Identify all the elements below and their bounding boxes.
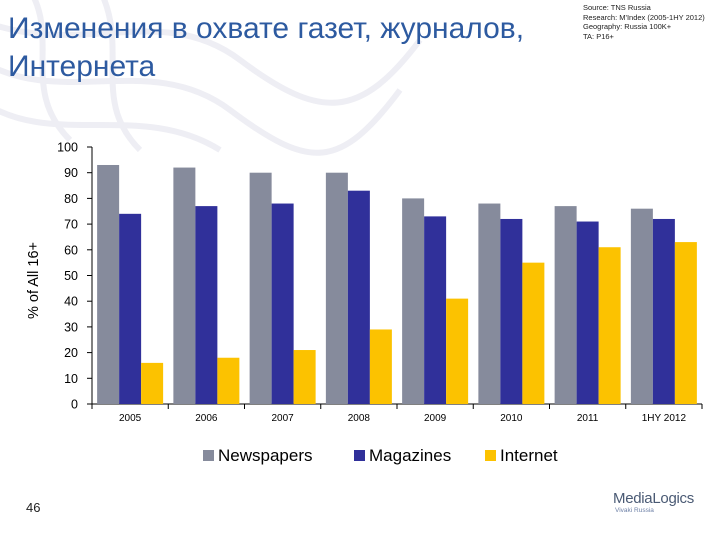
legend-label: Newspapers xyxy=(218,446,313,465)
logo-text: MediaLogics xyxy=(613,490,694,507)
logo-subtext: Vivaki Russia xyxy=(615,507,654,514)
bar-magazines xyxy=(652,218,675,404)
bar-newspapers xyxy=(173,167,196,404)
x-tick-label: 2005 xyxy=(119,413,142,424)
y-axis-label: % of All 16+ xyxy=(26,242,42,319)
bar-newspapers xyxy=(249,172,272,404)
y-tick-label: 10 xyxy=(64,372,78,386)
bar-internet xyxy=(674,242,697,404)
x-tick-label: 2007 xyxy=(272,413,295,424)
y-tick-label: 100 xyxy=(57,141,78,155)
y-tick-label: 90 xyxy=(64,166,78,180)
y-tick-label: 30 xyxy=(64,320,78,334)
y-tick-label: 20 xyxy=(64,346,78,360)
legend-label: Magazines xyxy=(369,446,451,465)
bar-newspapers xyxy=(554,206,577,404)
x-tick-label: 1HY 2012 xyxy=(642,413,687,424)
bar-internet xyxy=(217,357,240,404)
y-tick-label: 60 xyxy=(64,243,78,257)
bar-internet xyxy=(446,298,469,404)
bar-magazines xyxy=(500,218,523,404)
bar-internet xyxy=(369,329,392,404)
bar-newspapers xyxy=(630,208,653,404)
bar-internet xyxy=(522,262,545,404)
source-line: Geography: Russia 100K+ xyxy=(583,22,672,31)
bar-magazines xyxy=(424,216,447,404)
bar-magazines xyxy=(119,213,142,404)
x-tick-label: 2010 xyxy=(500,413,523,424)
x-tick-label: 2006 xyxy=(195,413,218,424)
bar-newspapers xyxy=(97,164,120,404)
y-tick-label: 50 xyxy=(64,269,78,283)
medialogics-logo: MediaLogics Vivaki Russia xyxy=(613,490,713,514)
bar-newspapers xyxy=(478,203,501,404)
legend-swatch xyxy=(354,450,365,461)
source-line: TA: P16+ xyxy=(583,31,614,41)
x-tick-label: 2009 xyxy=(424,413,447,424)
bar-newspapers xyxy=(325,172,348,404)
bar-magazines xyxy=(195,206,218,404)
source-note: Source: TNS Russia Research: M'Index (20… xyxy=(583,3,719,41)
bar-magazines xyxy=(576,221,599,404)
x-tick-label: 2008 xyxy=(348,413,371,424)
bar-magazines xyxy=(347,190,370,404)
slide-number: 46 xyxy=(26,500,41,515)
bar-newspapers xyxy=(402,198,425,404)
bar-internet xyxy=(598,247,621,404)
source-line: Source: TNS Russia xyxy=(583,3,651,12)
legend-label: Internet xyxy=(500,446,558,465)
y-tick-label: 0 xyxy=(71,398,78,412)
bar-magazines xyxy=(271,203,294,404)
legend-swatch xyxy=(203,450,214,461)
y-tick-label: 40 xyxy=(64,295,78,309)
source-line: Research: M'Index (2005-1HY 2012) xyxy=(583,12,705,22)
x-tick-label: 2011 xyxy=(577,413,599,424)
y-tick-label: 80 xyxy=(64,192,78,206)
bar-internet xyxy=(293,350,316,404)
page-title: Изменения в охвате газет, журналов, Инте… xyxy=(8,12,525,83)
legend-swatch xyxy=(485,450,496,461)
bar-internet xyxy=(141,362,164,404)
y-tick-label: 70 xyxy=(64,218,78,232)
